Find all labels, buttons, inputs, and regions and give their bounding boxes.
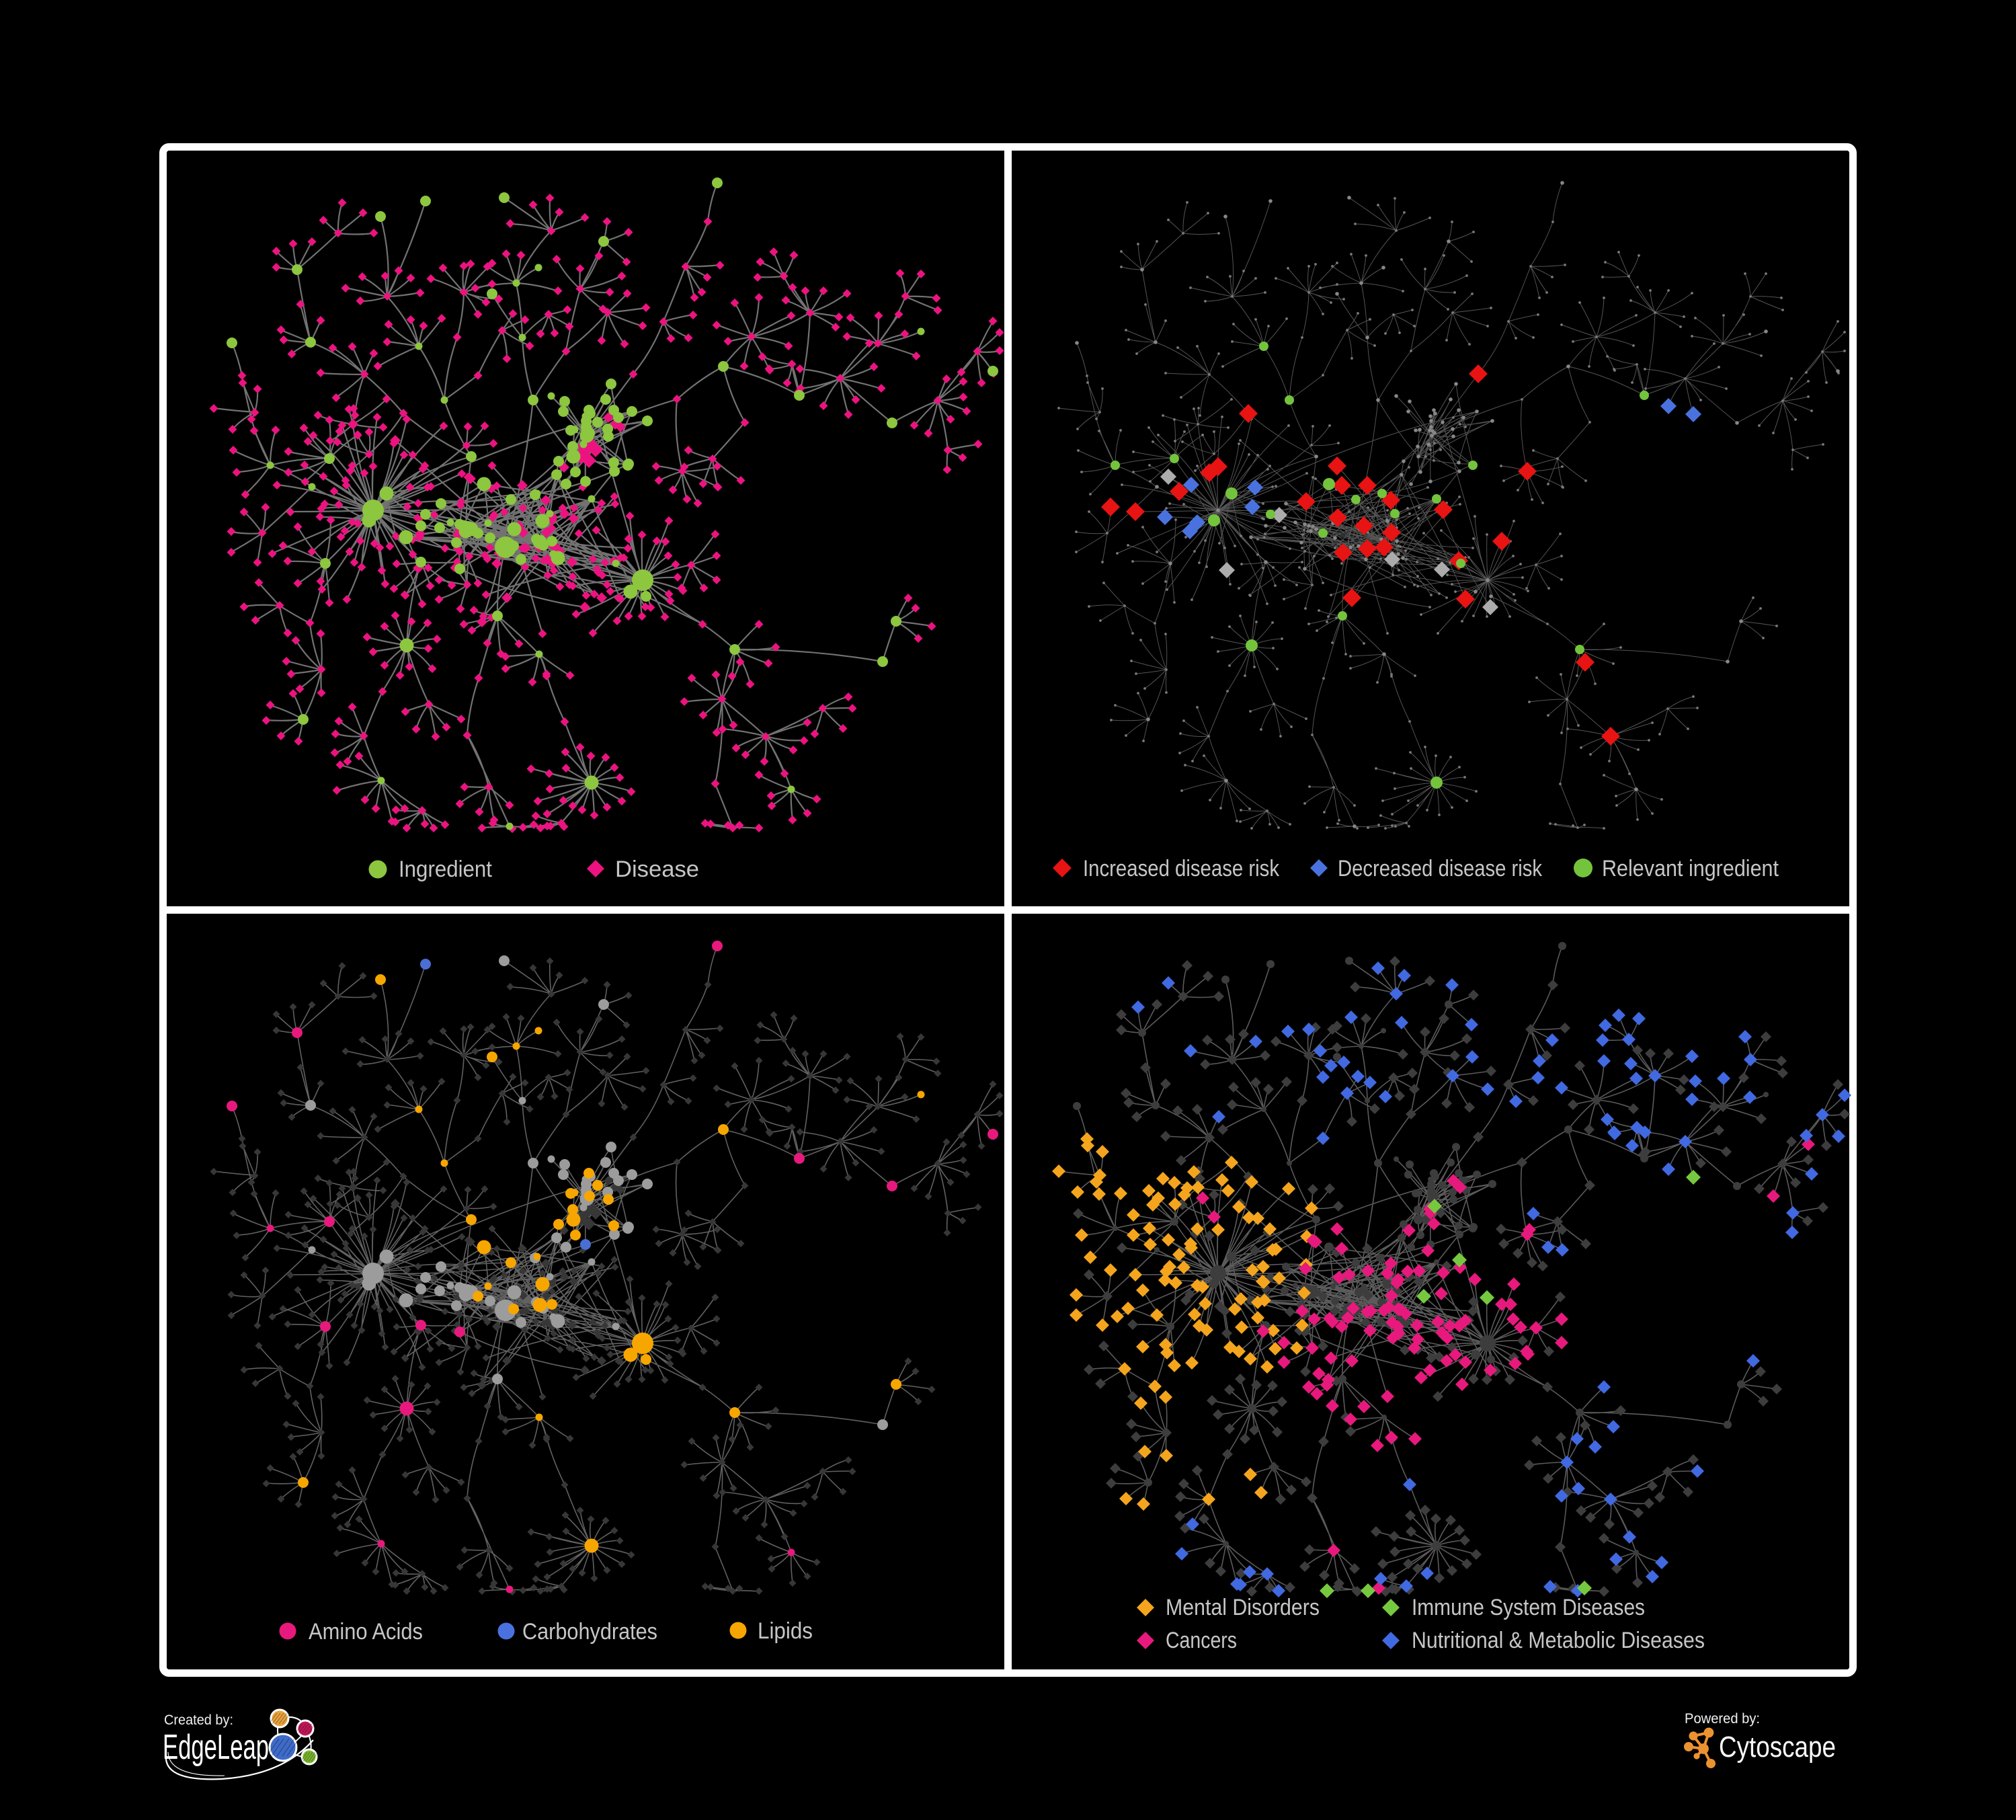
svg-text:Immune System Diseases: Immune System Diseases [1412,1595,1645,1620]
svg-text:Amino Acids: Amino Acids [309,1619,423,1645]
svg-text:Decreased disease risk: Decreased disease risk [1338,856,1543,881]
svg-text:Lipids: Lipids [758,1618,813,1644]
svg-text:Cancers: Cancers [1166,1628,1237,1653]
svg-text:Created by:: Created by: [164,1712,233,1728]
svg-text:Disease: Disease [615,857,699,882]
svg-text:Relevant ingredient: Relevant ingredient [1602,856,1779,881]
svg-text:Increased disease risk: Increased disease risk [1083,856,1280,881]
svg-text:Cytoscape: Cytoscape [1719,1731,1836,1764]
svg-text:Carbohydrates: Carbohydrates [522,1619,657,1645]
svg-text:Powered by:: Powered by: [1685,1711,1760,1727]
svg-text:Mental Disorders: Mental Disorders [1166,1595,1320,1620]
svg-text:Nutritional & Metabolic Diseas: Nutritional & Metabolic Diseases [1412,1628,1705,1653]
svg-text:EdgeLeap: EdgeLeap [163,1728,269,1767]
svg-text:Ingredient: Ingredient [399,857,492,882]
